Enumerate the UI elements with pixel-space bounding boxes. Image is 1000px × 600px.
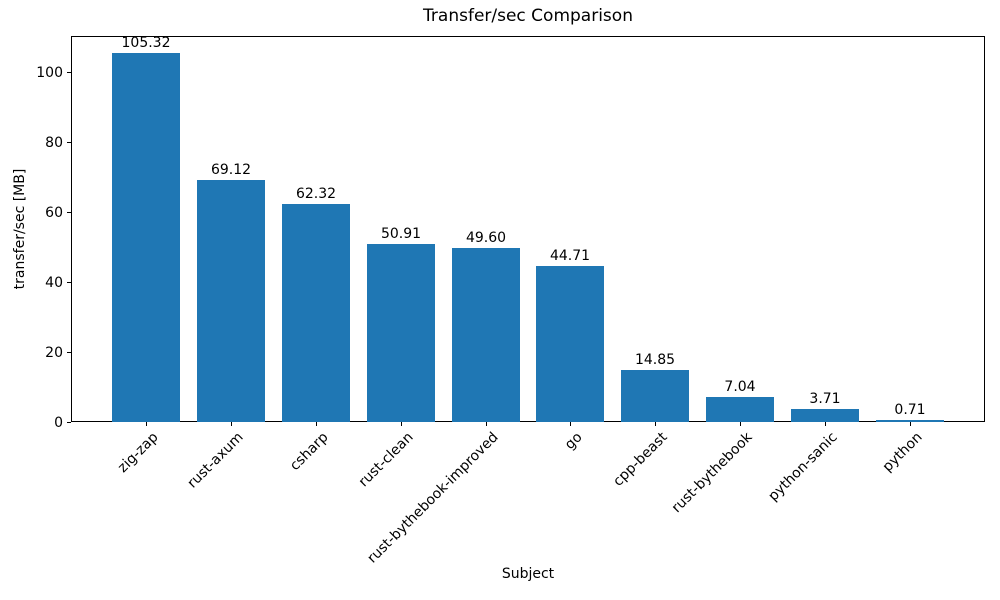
y-tick-label: 0: [54, 415, 63, 431]
x-tick-label: go: [561, 429, 586, 453]
bar: [452, 248, 520, 422]
bar: [197, 180, 265, 422]
x-tick-label: csharp: [286, 429, 332, 474]
bar-value-label: 62.32: [295, 186, 337, 202]
x-tick-label: python: [879, 429, 926, 476]
bar: [536, 266, 604, 422]
x-tick-label: rust-bythebook: [668, 429, 756, 517]
bar-value-label: 50.91: [380, 226, 422, 242]
bar: [367, 244, 435, 422]
x-tick: [146, 422, 147, 426]
bar-value-label: 49.60: [465, 230, 507, 246]
bar-value-label: 14.85: [634, 352, 676, 368]
bar-value-label: 105.32: [121, 35, 171, 51]
bar: [282, 204, 350, 422]
x-tick: [740, 422, 741, 426]
x-tick: [231, 422, 232, 426]
x-tick: [401, 422, 402, 426]
x-tick: [486, 422, 487, 426]
bar: [621, 370, 689, 422]
y-tick: [67, 72, 71, 73]
x-tick-label: cpp-beast: [610, 429, 671, 490]
bar-value-label: 44.71: [549, 248, 591, 264]
y-tick: [67, 422, 71, 423]
x-tick-label: rust-clean: [355, 429, 417, 491]
bar: [791, 409, 859, 422]
x-tick: [655, 422, 656, 426]
bar: [112, 53, 180, 422]
x-tick: [316, 422, 317, 426]
y-tick: [67, 282, 71, 283]
bar-value-label: 69.12: [210, 162, 252, 178]
y-tick: [67, 212, 71, 213]
x-tick: [825, 422, 826, 426]
x-tick-label: rust-axum: [184, 429, 247, 492]
x-tick-label: zig-zap: [114, 429, 162, 476]
y-tick: [67, 352, 71, 353]
y-axis-label: transfer/sec [MB]: [12, 168, 28, 290]
bar-value-label: 3.71: [809, 391, 841, 407]
chart-title: Transfer/sec Comparison: [423, 6, 633, 26]
x-tick-label: python-sanic: [765, 429, 841, 505]
bar: [706, 397, 774, 422]
x-tick: [910, 422, 911, 426]
y-tick-label: 100: [36, 65, 63, 81]
bar-value-label: 7.04: [724, 379, 756, 395]
y-tick-label: 60: [45, 205, 63, 221]
x-tick: [570, 422, 571, 426]
bar: [876, 420, 944, 422]
x-axis-label: Subject: [501, 566, 555, 582]
y-tick: [67, 142, 71, 143]
y-tick-label: 80: [45, 135, 63, 151]
y-tick-label: 40: [45, 275, 63, 291]
bar-value-label: 0.71: [894, 402, 926, 418]
y-tick-label: 20: [45, 345, 63, 361]
